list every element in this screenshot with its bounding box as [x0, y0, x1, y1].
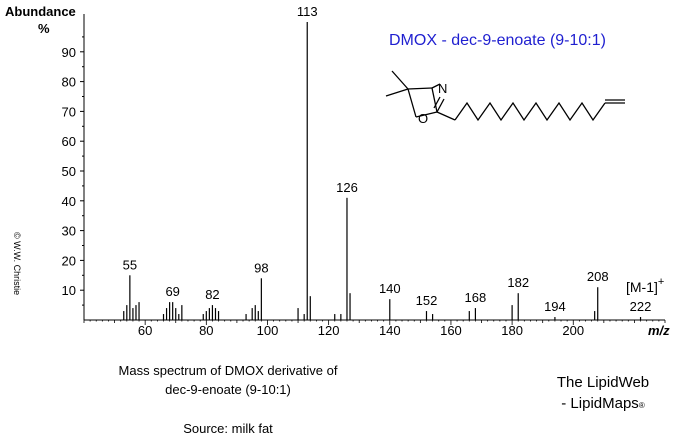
peak-label-55: 55	[123, 257, 137, 272]
registered-mark: ®	[638, 401, 645, 410]
y-tick-label-50: 50	[62, 164, 76, 179]
x-tick-label-180: 180	[501, 323, 523, 338]
peak-labels: 55 69 82 98 113 126 140 152 168 182 194 208 222	[123, 4, 652, 314]
y-axis-label: Abundance	[5, 4, 76, 19]
y-tick-label-90: 90	[62, 45, 76, 60]
x-tick-label-60: 60	[138, 323, 152, 338]
peak-label-113: 113	[297, 4, 318, 19]
y-tick-label-70: 70	[62, 104, 76, 119]
x-tick-label-160: 160	[440, 323, 462, 338]
peak-label-182: 182	[507, 275, 529, 290]
y-axis-unit: %	[38, 21, 50, 36]
x-tick-label-120: 120	[318, 323, 340, 338]
credit-line-2: - LipidMaps®	[538, 393, 668, 416]
lipidweb-credit: The LipidWeb - LipidMaps®	[538, 372, 668, 416]
peak-label-69: 69	[165, 284, 179, 299]
peak-label-208: 208	[587, 269, 609, 284]
dmox-structure-diagram	[385, 70, 625, 122]
y-ticks: 10 20 30 40 50 60 70 80 90	[62, 36, 84, 306]
peak-label-98: 98	[254, 260, 268, 275]
credit-lipidmaps: - LipidMaps	[561, 395, 639, 412]
x-tick-label-100: 100	[257, 323, 279, 338]
molecular-ion-label: [M-1]+	[626, 276, 664, 295]
chart-title: DMOX - dec-9-enoate (9-10:1)	[389, 32, 606, 49]
credit-line-1: The LipidWeb	[556, 374, 650, 391]
peak-label-152: 152	[416, 293, 438, 308]
peak-label-140: 140	[379, 281, 401, 296]
peak-label-82: 82	[205, 287, 219, 302]
x-tick-label-140: 140	[379, 323, 401, 338]
x-tick-label-200: 200	[562, 323, 584, 338]
caption-line-2: dec-9-enoate (9-10:1)	[165, 382, 291, 397]
peak-label-194: 194	[544, 299, 566, 314]
copyright-note: © W.W. Christie	[12, 232, 22, 295]
nitrogen-atom-label: N	[438, 81, 447, 96]
x-tick-label-80: 80	[199, 323, 213, 338]
y-tick-label-60: 60	[62, 134, 76, 149]
x-axis-label: m/z	[648, 323, 670, 338]
spectrum-caption: Mass spectrum of DMOX derivative of dec-…	[88, 361, 368, 399]
peak-label-168: 168	[465, 290, 487, 305]
oxygen-atom-label: O	[418, 111, 428, 126]
molecular-ion-charge: +	[658, 276, 664, 288]
y-tick-label-10: 10	[62, 283, 76, 298]
peak-label-222: 222	[630, 299, 652, 314]
y-tick-label-20: 20	[62, 253, 76, 268]
caption-line-1: Mass spectrum of DMOX derivative of	[118, 363, 338, 378]
y-tick-label-30: 30	[62, 224, 76, 239]
source-caption: Source: milk fat	[183, 421, 273, 436]
y-tick-label-40: 40	[62, 194, 76, 209]
peaks	[123, 22, 642, 320]
molecular-ion-text: [M-1]	[626, 279, 658, 295]
y-tick-label-80: 80	[62, 75, 76, 90]
x-ticks: 60 80 100 120 140 160 180 200	[83, 320, 666, 338]
peak-label-126: 126	[336, 180, 358, 195]
